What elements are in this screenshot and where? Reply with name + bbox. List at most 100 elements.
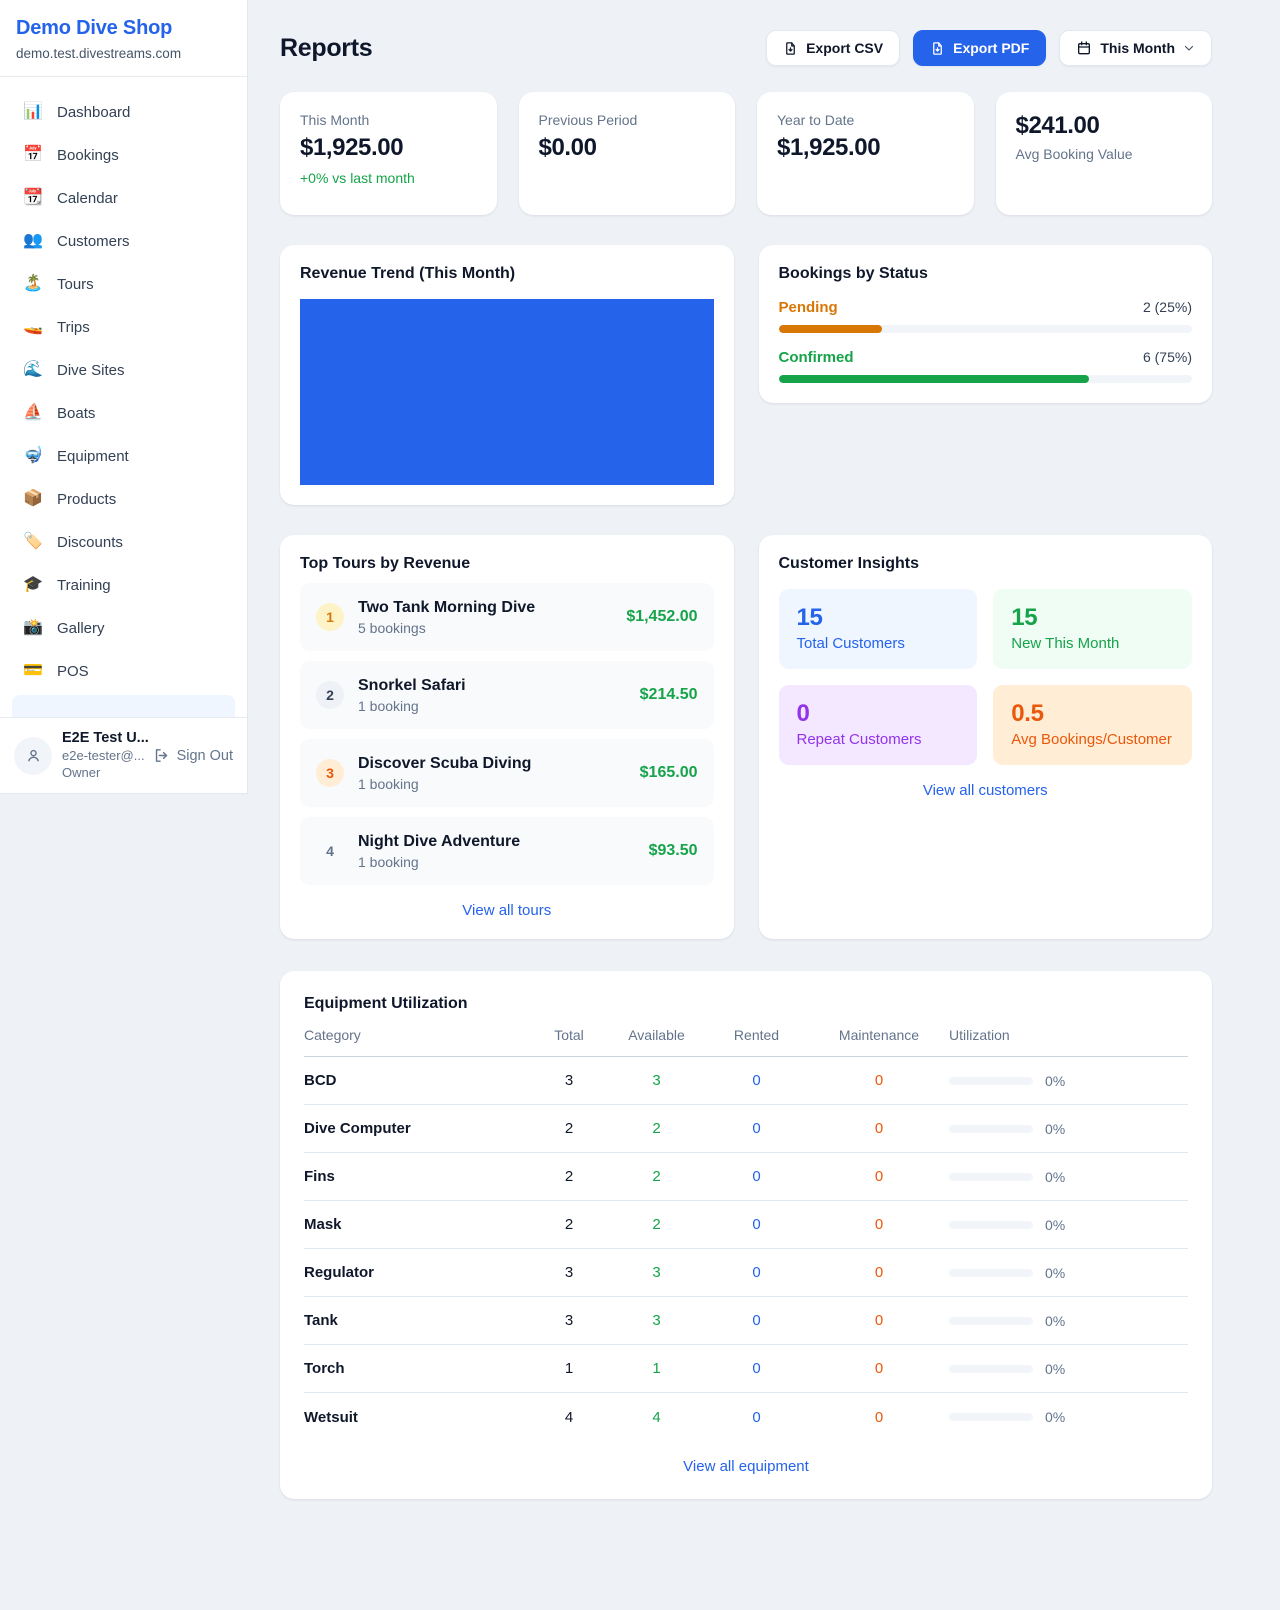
sidebar-item-products[interactable]: 📦 Products: [12, 480, 235, 518]
equipment-utilization-cell: 0%: [949, 1169, 1188, 1185]
equipment-category: Dive Computer: [304, 1120, 411, 1137]
view-all-equipment-link[interactable]: View all equipment: [683, 1458, 809, 1475]
rank-badge: 2: [316, 681, 344, 709]
sidebar-item-label: Products: [57, 490, 117, 508]
sidebar-item-dashboard[interactable]: 📊 Dashboard: [12, 93, 235, 131]
rank-badge: 4: [326, 843, 334, 859]
export-pdf-button[interactable]: Export PDF: [913, 30, 1047, 66]
status-bar-track: [778, 325, 1192, 333]
column-header: Available: [628, 1027, 685, 1043]
status-row-confirmed: Confirmed 6 (75%): [778, 349, 1192, 383]
equipment-utilization-cell: 0%: [949, 1265, 1188, 1281]
view-all-customers-link[interactable]: View all customers: [922, 782, 1048, 799]
equipment-category: Torch: [304, 1360, 345, 1377]
package-icon: 📦: [23, 490, 43, 507]
equipment-utilization-cell: 0%: [949, 1121, 1188, 1137]
tour-bookings: 1 booking: [358, 853, 419, 870]
sidebar-item-label: Bookings: [57, 146, 119, 164]
equipment-available: 1: [652, 1360, 661, 1377]
utilization-percent: 0%: [1045, 1120, 1066, 1137]
person-icon: [27, 750, 39, 762]
stat-card-previous-period: Previous Period $0.00: [518, 92, 735, 215]
sidebar-item-calendar[interactable]: 📆 Calendar: [12, 179, 235, 217]
list-item: 2 Snorkel Safari 1 booking $214.50: [300, 661, 714, 729]
stat-value: $1,925.00: [777, 134, 881, 161]
sign-out-button[interactable]: Sign Out: [153, 747, 233, 764]
sidebar-item-training[interactable]: 🎓 Training: [12, 566, 235, 604]
equipment-maintenance: 0: [874, 1072, 884, 1089]
brand[interactable]: Demo Dive Shop demo.test.divestreams.com: [0, 0, 247, 77]
insight-label: Repeat Customers: [796, 731, 922, 748]
tour-name: Two Tank Morning Dive: [358, 598, 536, 616]
sidebar-item-pos[interactable]: 💳 POS: [12, 652, 235, 690]
list-item: 4 Night Dive Adventure 1 booking $93.50: [300, 817, 714, 885]
tour-revenue: $165.00: [639, 764, 698, 781]
utilization-bar-track: [949, 1124, 1033, 1133]
sign-out-label: Sign Out: [176, 747, 233, 764]
sidebar: Demo Dive Shop demo.test.divestreams.com…: [0, 0, 248, 794]
utilization-percent: 0%: [1045, 1168, 1066, 1185]
stat-value: $1,925.00: [300, 134, 404, 161]
equipment-rented: 0: [752, 1360, 761, 1377]
sidebar-item-label: POS: [57, 662, 89, 680]
equipment-total: 2: [564, 1168, 574, 1185]
column-header: Category: [304, 1027, 361, 1043]
tour-revenue: $1,452.00: [626, 608, 698, 625]
equipment-maintenance: 0: [874, 1168, 884, 1185]
sidebar-item-customers[interactable]: 👥 Customers: [12, 222, 235, 260]
user-avatar: [14, 736, 52, 775]
sidebar-item-label: Dive Sites: [57, 361, 125, 379]
credit-card-icon: 💳: [23, 662, 43, 679]
speedboat-icon: 🚤: [23, 318, 43, 335]
utilization-bar-track: [949, 1364, 1033, 1373]
sailboat-icon: ⛵: [23, 404, 43, 421]
sidebar-nav: 📊 Dashboard 📅 Bookings 📆 Calendar 👥 Cust…: [0, 77, 247, 733]
equipment-utilization-cell: 0%: [949, 1073, 1188, 1089]
sidebar-item-dive-sites[interactable]: 🌊 Dive Sites: [12, 351, 235, 389]
sidebar-item-boats[interactable]: ⛵ Boats: [12, 394, 235, 432]
table-row: Wetsuit 4 4 0 0 0%: [304, 1393, 1188, 1441]
sidebar-item-trips[interactable]: 🚤 Trips: [12, 308, 235, 346]
user-name: E2E Test U...: [62, 730, 149, 747]
sidebar-item-discounts[interactable]: 🏷️ Discounts: [12, 523, 235, 561]
equipment-utilization-title: Equipment Utilization: [304, 995, 468, 1012]
list-item: 3 Discover Scuba Diving 1 booking $165.0…: [300, 739, 714, 807]
utilization-bar-track: [949, 1413, 1033, 1421]
revenue-trend-chart: [300, 299, 714, 485]
period-dropdown[interactable]: This Month: [1059, 30, 1212, 66]
sidebar-item-label: Tours: [57, 275, 94, 293]
header-actions: Export CSV Export PDF: [766, 30, 1212, 66]
tour-revenue: $93.50: [648, 842, 698, 859]
table-row: Fins 2 2 0 0 0%: [304, 1153, 1188, 1201]
sidebar-item-bookings[interactable]: 📅 Bookings: [12, 136, 235, 174]
insight-value: 15: [1011, 604, 1038, 631]
equipment-total: 4: [564, 1408, 574, 1426]
equipment-rented: 0: [752, 1312, 761, 1329]
stat-label: Avg Booking Value: [1015, 146, 1133, 162]
stat-label: Year to Date: [777, 112, 855, 128]
sidebar-item-equipment[interactable]: 🤿 Equipment: [12, 437, 235, 475]
brand-domain: demo.test.divestreams.com: [16, 46, 182, 61]
equipment-rented: 0: [752, 1072, 761, 1089]
page-title: Reports: [280, 33, 373, 62]
equipment-maintenance: 0: [874, 1264, 884, 1281]
sidebar-item-tours[interactable]: 🏝️ Tours: [12, 265, 235, 303]
column-header: Total: [554, 1027, 584, 1043]
export-pdf-label: Export PDF: [953, 40, 1030, 56]
equipment-category: Fins: [304, 1168, 335, 1185]
sidebar-item-gallery[interactable]: 📸 Gallery: [12, 609, 235, 647]
tour-bookings: 5 bookings: [358, 619, 426, 636]
utilization-percent: 0%: [1045, 1216, 1066, 1233]
stat-label: Previous Period: [538, 112, 638, 128]
calendar-outline-icon: [1078, 41, 1091, 55]
stat-card-year-to-date: Year to Date $1,925.00: [757, 92, 974, 215]
view-all-tours-link[interactable]: View all tours: [462, 902, 552, 919]
equipment-available: 2: [652, 1120, 661, 1137]
user-role: Owner: [62, 765, 101, 781]
status-value: 2 (25%): [1142, 299, 1192, 315]
equipment-available: 2: [652, 1216, 661, 1233]
diving-mask-icon: 🤿: [23, 447, 43, 464]
export-csv-button[interactable]: Export CSV: [766, 30, 901, 66]
sidebar-item-label: Gallery: [57, 619, 105, 637]
status-value: 6 (75%): [1142, 349, 1192, 365]
